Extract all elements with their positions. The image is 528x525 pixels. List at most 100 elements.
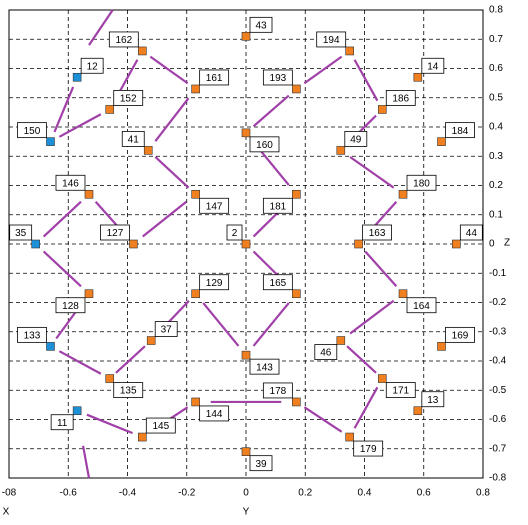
point-label: 194 — [323, 35, 340, 46]
point — [138, 46, 147, 56]
label-box — [262, 274, 293, 291]
open-edge — [81, 445, 91, 479]
point-label: 37 — [161, 325, 173, 336]
point-label: 146 — [62, 178, 79, 189]
point — [452, 239, 461, 249]
x-tick-label: 0.2 — [298, 488, 312, 499]
point-label: 14 — [427, 61, 439, 72]
edge — [142, 200, 187, 238]
label-box — [199, 69, 230, 86]
point — [437, 342, 446, 351]
label-box — [362, 224, 392, 241]
x-tick-label: 0.8 — [476, 488, 490, 499]
point — [138, 432, 147, 442]
point-label: 163 — [369, 228, 386, 239]
point — [105, 105, 115, 114]
point — [354, 239, 363, 249]
point-label: 35 — [15, 228, 27, 239]
point-label: 171 — [392, 386, 409, 397]
point — [241, 350, 251, 360]
point — [345, 46, 354, 56]
x-tick-label: -08 — [2, 488, 17, 499]
edge — [154, 156, 190, 189]
point — [241, 128, 251, 138]
label-box — [316, 31, 347, 48]
label-box — [199, 197, 230, 214]
edge — [86, 413, 133, 435]
label-box — [9, 224, 33, 241]
label-box — [108, 31, 139, 48]
point-label: 128 — [62, 301, 79, 312]
label-box — [100, 224, 130, 241]
point — [377, 105, 387, 114]
edge — [149, 55, 189, 85]
x-tick-label: 0.6 — [417, 488, 431, 499]
point-label: 161 — [206, 73, 223, 84]
edge — [115, 345, 146, 374]
label-box — [421, 391, 445, 408]
point-label: 144 — [206, 409, 223, 420]
point-label: 143 — [256, 362, 273, 373]
label-box — [249, 16, 273, 33]
label-box — [50, 414, 74, 431]
point-label: 39 — [255, 459, 267, 470]
point-label: 164 — [413, 301, 430, 312]
label-box — [353, 440, 384, 457]
point-label: 127 — [107, 228, 124, 239]
y-tick-label: -0.3 — [489, 326, 507, 337]
y-tick-label: 0.3 — [489, 151, 503, 162]
label-box — [344, 130, 368, 147]
label-box — [262, 69, 293, 86]
point — [84, 189, 94, 199]
label-box — [80, 57, 104, 74]
point-label: 12 — [87, 61, 99, 72]
point-label: 179 — [360, 444, 377, 455]
point — [146, 336, 156, 345]
point-label: 2 — [232, 228, 238, 239]
edge — [154, 97, 190, 142]
point-label: 11 — [57, 418, 68, 429]
point — [191, 84, 200, 94]
label-box — [199, 405, 230, 422]
label-box — [385, 90, 416, 106]
point — [413, 406, 423, 416]
point-label: 181 — [270, 201, 287, 212]
edge — [252, 94, 290, 128]
y-tick-label: -0.5 — [489, 385, 507, 396]
point-label: 165 — [270, 278, 287, 289]
point-label: 13 — [427, 395, 439, 406]
label-box — [226, 224, 243, 241]
point-label: 180 — [413, 178, 430, 189]
x-axis-label: X — [3, 507, 10, 518]
label-box — [262, 197, 293, 214]
x-tick-label: 0.4 — [358, 488, 372, 499]
point — [292, 397, 301, 407]
edge — [58, 350, 102, 375]
label-box — [249, 455, 273, 472]
edge — [349, 156, 395, 189]
label-box — [113, 382, 144, 398]
point — [191, 397, 200, 407]
point-label: 184 — [452, 126, 469, 137]
label-box — [262, 382, 293, 399]
y-tick-label: -0.1 — [489, 268, 507, 279]
open-edge — [88, 9, 114, 46]
label-box — [459, 224, 483, 241]
point — [46, 342, 55, 351]
label-box — [145, 417, 176, 434]
point — [292, 189, 301, 199]
y-tick-label: -0.7 — [489, 443, 507, 454]
edge — [202, 302, 240, 347]
point — [72, 406, 82, 416]
edge — [252, 302, 290, 347]
label-box — [55, 297, 86, 314]
point-label: 43 — [255, 20, 267, 31]
label-box — [121, 130, 145, 147]
point — [46, 137, 55, 146]
point — [437, 137, 446, 146]
point-label: 41 — [128, 135, 140, 146]
y-tick-label: -0.6 — [489, 414, 507, 425]
edge — [346, 345, 377, 374]
label-box — [421, 57, 445, 74]
